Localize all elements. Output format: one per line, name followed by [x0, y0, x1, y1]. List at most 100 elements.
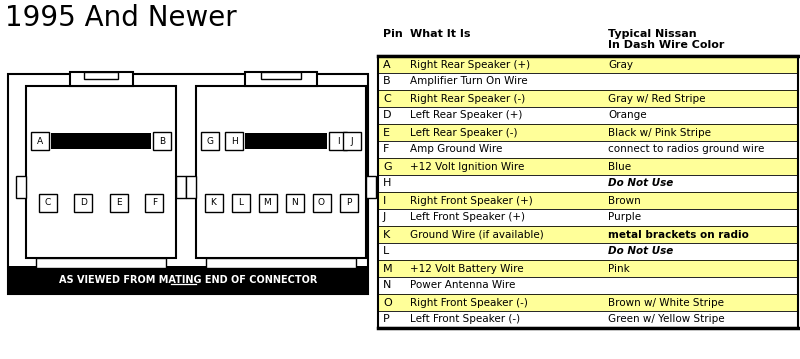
Text: B: B: [383, 76, 390, 87]
Bar: [378, 243, 798, 260]
Text: I: I: [383, 196, 386, 205]
Text: O: O: [318, 199, 325, 208]
Bar: [231, 194, 250, 212]
Text: Orange: Orange: [608, 111, 646, 121]
Text: L: L: [383, 247, 390, 256]
Bar: [378, 73, 798, 90]
Bar: [378, 124, 798, 141]
Text: L: L: [238, 199, 243, 208]
Text: Do Not Use: Do Not Use: [608, 178, 674, 188]
Bar: [245, 133, 327, 149]
Text: B: B: [159, 136, 165, 145]
Bar: [186, 176, 196, 198]
Text: F: F: [383, 145, 390, 154]
Text: N: N: [291, 199, 298, 208]
Bar: [196, 86, 366, 258]
Bar: [205, 194, 222, 212]
Text: metal brackets on radio: metal brackets on radio: [608, 229, 749, 239]
Text: Brown: Brown: [608, 196, 641, 205]
Text: Pin: Pin: [383, 29, 402, 39]
Bar: [343, 132, 361, 150]
Text: Right Rear Speaker (-): Right Rear Speaker (-): [410, 93, 526, 103]
Text: Purple: Purple: [608, 213, 641, 223]
Text: P: P: [346, 199, 351, 208]
Text: A: A: [383, 60, 390, 70]
Bar: [225, 132, 243, 150]
Text: O: O: [383, 298, 392, 308]
Text: E: E: [383, 127, 390, 137]
Bar: [8, 74, 368, 294]
Text: C: C: [383, 93, 390, 103]
Text: Right Front Speaker (+): Right Front Speaker (+): [410, 196, 533, 205]
Bar: [378, 56, 798, 73]
Text: Left Rear Speaker (-): Left Rear Speaker (-): [410, 127, 518, 137]
Text: Amp Ground Wire: Amp Ground Wire: [410, 145, 502, 154]
Bar: [8, 266, 368, 294]
Bar: [378, 226, 798, 243]
Bar: [378, 141, 798, 158]
Bar: [146, 194, 163, 212]
Bar: [378, 277, 798, 294]
Text: Typical Nissan: Typical Nissan: [608, 29, 697, 39]
Text: D: D: [80, 199, 86, 208]
Text: I: I: [337, 136, 339, 145]
Text: Amplifier Turn On Wire: Amplifier Turn On Wire: [410, 76, 528, 87]
Bar: [378, 175, 798, 192]
Text: Brown w/ White Stripe: Brown w/ White Stripe: [608, 298, 724, 308]
Text: AS VIEWED FROM MATING END OF CONNECTOR: AS VIEWED FROM MATING END OF CONNECTOR: [59, 275, 317, 285]
Bar: [74, 194, 92, 212]
Bar: [176, 176, 186, 198]
Bar: [16, 176, 26, 198]
Text: Green w/ Yellow Stripe: Green w/ Yellow Stripe: [608, 314, 725, 325]
Bar: [206, 258, 356, 268]
Text: G: G: [383, 162, 392, 172]
Text: G: G: [206, 136, 214, 145]
Text: C: C: [45, 199, 51, 208]
Text: D: D: [383, 111, 391, 121]
Text: Blue: Blue: [608, 162, 631, 172]
Bar: [378, 294, 798, 311]
Text: Ground Wire (if available): Ground Wire (if available): [410, 229, 544, 239]
Bar: [36, 258, 166, 268]
Bar: [38, 194, 57, 212]
Bar: [378, 56, 798, 328]
Bar: [313, 194, 330, 212]
Text: K: K: [383, 229, 390, 239]
Text: A: A: [37, 136, 43, 145]
Bar: [246, 72, 317, 86]
Text: J: J: [383, 213, 386, 223]
Bar: [84, 72, 118, 79]
Text: H: H: [383, 178, 391, 188]
Text: Power Antenna Wire: Power Antenna Wire: [410, 280, 515, 290]
Bar: [378, 209, 798, 226]
Text: Right Front Speaker (-): Right Front Speaker (-): [410, 298, 528, 308]
Bar: [378, 192, 798, 209]
Text: connect to radios ground wire: connect to radios ground wire: [608, 145, 764, 154]
Text: Right Rear Speaker (+): Right Rear Speaker (+): [410, 60, 530, 70]
Bar: [378, 260, 798, 277]
Text: +12 Volt Ignition Wire: +12 Volt Ignition Wire: [410, 162, 524, 172]
Text: Pink: Pink: [608, 264, 630, 274]
Text: 1995 And Newer: 1995 And Newer: [5, 4, 237, 32]
Text: Left Rear Speaker (+): Left Rear Speaker (+): [410, 111, 522, 121]
Text: What It Is: What It Is: [410, 29, 470, 39]
Text: Gray: Gray: [608, 60, 633, 70]
Text: M: M: [383, 264, 393, 274]
Text: Black w/ Pink Stripe: Black w/ Pink Stripe: [608, 127, 711, 137]
Bar: [31, 132, 49, 150]
Text: M: M: [264, 199, 271, 208]
Text: Gray w/ Red Stripe: Gray w/ Red Stripe: [608, 93, 706, 103]
Bar: [378, 158, 798, 175]
Bar: [366, 176, 376, 198]
Text: Do Not Use: Do Not Use: [608, 247, 674, 256]
Text: J: J: [350, 136, 354, 145]
Bar: [286, 194, 303, 212]
Text: Left Front Speaker (+): Left Front Speaker (+): [410, 213, 525, 223]
Bar: [110, 194, 128, 212]
Text: H: H: [230, 136, 238, 145]
Bar: [201, 132, 219, 150]
Bar: [51, 133, 151, 149]
Bar: [329, 132, 347, 150]
Text: P: P: [383, 314, 390, 325]
Bar: [339, 194, 358, 212]
